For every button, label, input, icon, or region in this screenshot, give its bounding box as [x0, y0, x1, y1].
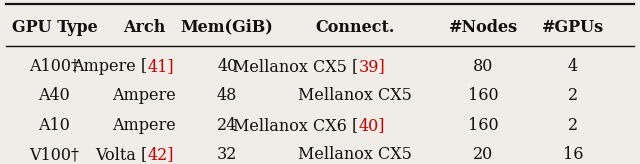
Text: Ampere: Ampere: [112, 87, 176, 104]
Text: 160: 160: [468, 87, 499, 104]
Text: 2: 2: [568, 87, 578, 104]
Text: 24: 24: [217, 117, 237, 134]
Text: Ampere [: Ampere [: [72, 58, 147, 75]
Text: Volta [: Volta [: [95, 146, 147, 164]
Text: GPU Type: GPU Type: [12, 19, 97, 36]
Text: A10: A10: [38, 117, 70, 134]
Text: 40]: 40]: [358, 117, 385, 134]
Text: Mellanox CX6 [: Mellanox CX6 [: [233, 117, 358, 134]
Text: 40: 40: [217, 58, 237, 75]
Text: 39]: 39]: [358, 58, 385, 75]
Text: Mellanox CX5: Mellanox CX5: [298, 87, 412, 104]
Text: 42]: 42]: [147, 146, 173, 164]
Text: A40: A40: [38, 87, 70, 104]
Text: 20: 20: [473, 146, 493, 164]
Text: Mellanox CX5: Mellanox CX5: [298, 146, 412, 164]
Text: #Nodes: #Nodes: [449, 19, 518, 36]
Text: 160: 160: [468, 117, 499, 134]
Text: Mem(GiB): Mem(GiB): [181, 19, 273, 36]
Text: A100†: A100†: [29, 58, 79, 75]
Text: Mellanox CX5 [: Mellanox CX5 [: [233, 58, 358, 75]
Text: 32: 32: [217, 146, 237, 164]
Text: 41]: 41]: [147, 58, 174, 75]
Text: 80: 80: [473, 58, 493, 75]
Text: Ampere: Ampere: [112, 117, 176, 134]
Text: Arch: Arch: [123, 19, 165, 36]
Text: 48: 48: [217, 87, 237, 104]
Text: 2: 2: [568, 117, 578, 134]
Text: #GPUs: #GPUs: [541, 19, 604, 36]
Text: 16: 16: [563, 146, 583, 164]
Text: Connect.: Connect.: [316, 19, 395, 36]
Text: V100†: V100†: [29, 146, 79, 164]
Text: 4: 4: [568, 58, 578, 75]
